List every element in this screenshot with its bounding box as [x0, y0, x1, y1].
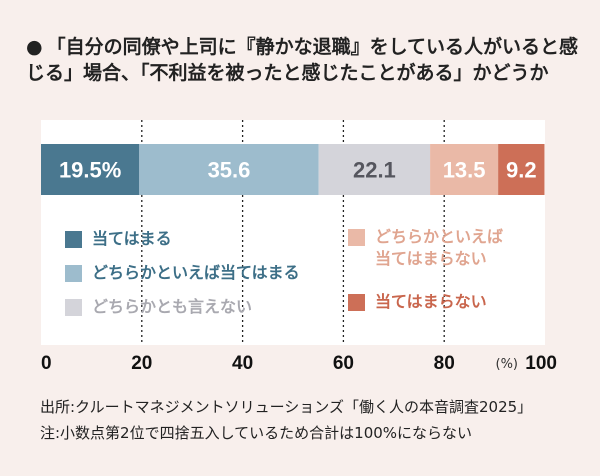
title-text: 「自分の同僚や上司に『静かな退職』をしている人がいると感じる」場合、「不利益を被…	[26, 36, 579, 84]
title-bullet: ●	[26, 36, 43, 58]
bar-value-label: 9.2	[506, 158, 537, 183]
legend-swatch	[65, 299, 82, 316]
legend-label: どちらかといえば 当てはまらない	[375, 227, 504, 268]
legend-item: どちらかとも言えない	[65, 296, 252, 318]
legend-item: どちらかといえば 当てはまらない	[348, 226, 503, 270]
bar-segment	[41, 144, 140, 195]
legend-swatch	[65, 231, 82, 248]
x-tick-label: 20	[131, 353, 152, 374]
legend-item: 当てはまる	[65, 228, 172, 250]
bar-value-label: 35.6	[208, 158, 251, 183]
bar-value-label: 19.5%	[59, 158, 121, 183]
x-tick-label: 100	[525, 353, 557, 374]
bar-value-label: 22.1	[353, 158, 396, 183]
legend-label: どちらかといえば当てはまる	[92, 263, 300, 282]
chart-title: ● 「自分の同僚や上司に『静かな退職』をしている人がいると感じる」場合、「不利益を…	[26, 34, 586, 86]
legend-label: 当てはまる	[92, 229, 172, 248]
legend-label: どちらかとも言えない	[92, 297, 253, 316]
bar-segment	[498, 144, 545, 195]
source-text: 出所:クルートマネジメントソリューションズ「働く人の本音調査2025」	[40, 398, 533, 416]
legend-item: 当てはまらない	[348, 291, 487, 313]
bar-value-label: 13.5	[443, 158, 486, 183]
x-tick-label: 80	[434, 353, 455, 374]
legend-swatch	[65, 265, 82, 282]
x-tick-label: 60	[333, 353, 354, 374]
legend-swatch	[348, 294, 365, 311]
bar-segment	[430, 144, 499, 195]
x-tick-label: 0	[41, 353, 52, 374]
bar-segment	[318, 144, 431, 195]
legend-item: どちらかといえば当てはまる	[65, 262, 300, 284]
x-tick-label: 40	[232, 353, 253, 374]
bar-segment	[139, 144, 319, 195]
legend-swatch	[348, 229, 365, 246]
x-axis-unit: (%)	[496, 357, 519, 372]
note-text: 注:小数点第2位で四捨五入しているため合計は100%にならない	[40, 424, 473, 442]
legend-label: 当てはまらない	[375, 292, 487, 311]
